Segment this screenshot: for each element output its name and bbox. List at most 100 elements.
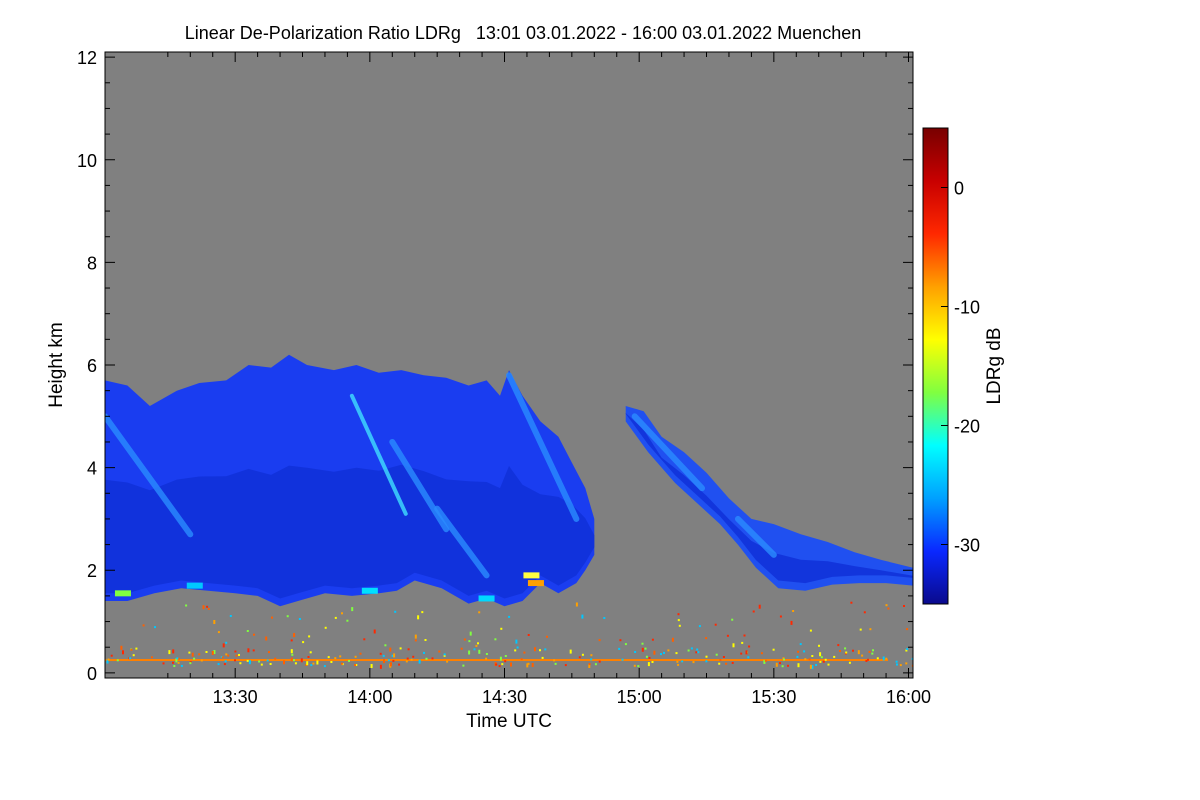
noise-speckle xyxy=(896,663,898,666)
noise-speckle xyxy=(310,664,313,667)
noise-speckle xyxy=(887,607,890,610)
fall-streak xyxy=(506,372,580,522)
noise-speckle xyxy=(217,631,220,634)
noise-speckle xyxy=(258,660,261,663)
noise-speckle xyxy=(869,628,872,631)
noise-speckle xyxy=(290,649,293,654)
noise-speckle xyxy=(462,664,465,667)
noise-speckle xyxy=(495,663,498,666)
noise-speckle xyxy=(732,643,735,648)
noise-speckle xyxy=(510,662,512,667)
noise-speckle xyxy=(443,654,446,657)
noise-speckle xyxy=(696,648,699,651)
noise-speckle xyxy=(719,659,722,661)
noise-speckle xyxy=(417,615,420,620)
noise-speckle xyxy=(783,658,785,661)
noise-speckle xyxy=(804,658,807,661)
noise-speckle xyxy=(176,657,179,660)
noise-speckle xyxy=(499,656,502,661)
noise-speckle xyxy=(581,614,584,619)
noise-speckle xyxy=(852,649,854,652)
noise-speckle xyxy=(763,659,766,664)
noise-speckle xyxy=(911,664,913,667)
noise-speckle xyxy=(644,647,647,650)
x-tick-label: 13:30 xyxy=(213,687,258,707)
noise-speckle xyxy=(819,652,822,657)
noise-speckle xyxy=(863,611,866,614)
noise-speckle xyxy=(906,628,909,631)
noise-speckle xyxy=(861,654,864,657)
noise-speckle xyxy=(618,647,621,650)
noise-speckle xyxy=(135,647,138,650)
noise-speckle xyxy=(443,653,446,656)
noise-speckle xyxy=(478,649,481,654)
noise-speckle xyxy=(211,651,214,655)
noise-speckle xyxy=(681,660,684,663)
noise-speckle xyxy=(541,656,544,659)
noise-speckle xyxy=(819,660,822,663)
colorbar-label: LDRg dB xyxy=(984,327,1005,404)
noise-speckle xyxy=(246,630,249,632)
colorbar-tick-label: -30 xyxy=(954,536,980,556)
noise-speckle xyxy=(531,663,534,667)
noise-speckle xyxy=(811,665,814,670)
noise-speckle xyxy=(269,663,272,665)
noise-speckle xyxy=(705,660,708,663)
noise-speckle xyxy=(477,642,479,645)
noise-speckle xyxy=(162,662,165,665)
base-highlight xyxy=(523,572,540,579)
noise-speckle xyxy=(803,650,806,653)
noise-speckle xyxy=(286,615,289,618)
noise-speckle xyxy=(418,659,421,664)
noise-speckle xyxy=(175,658,178,663)
noise-speckle xyxy=(634,651,637,653)
noise-speckle xyxy=(645,655,648,658)
noise-speckle xyxy=(116,659,119,662)
noise-speckle xyxy=(387,659,390,662)
noise-speckle xyxy=(663,651,665,654)
noise-speckle xyxy=(677,613,680,616)
noise-speckle xyxy=(292,659,295,662)
y-tick-label: 8 xyxy=(87,253,97,273)
noise-speckle xyxy=(225,641,228,644)
noise-speckle xyxy=(905,649,908,652)
noise-speckle xyxy=(370,664,373,668)
noise-speckle xyxy=(692,661,695,664)
noise-speckle xyxy=(142,624,145,627)
noise-speckle xyxy=(539,649,541,652)
noise-speckle xyxy=(248,660,251,665)
noise-speckle xyxy=(722,656,725,658)
noise-speckle xyxy=(676,660,679,663)
noise-speckle xyxy=(274,657,277,660)
noise-speckle xyxy=(379,652,382,655)
noise-speckle xyxy=(234,650,237,653)
noise-speckle xyxy=(406,657,409,660)
noise-speckle xyxy=(330,661,333,663)
noise-speckle xyxy=(859,628,862,631)
noise-speckle xyxy=(234,659,236,662)
noise-speckle xyxy=(341,612,343,615)
noise-speckle xyxy=(790,620,793,625)
noise-speckle xyxy=(752,610,755,613)
noise-speckle xyxy=(725,662,728,665)
noise-speckle xyxy=(266,659,269,662)
noise-speckle xyxy=(268,651,270,654)
noise-speckle xyxy=(581,653,584,656)
noise-speckle xyxy=(782,657,785,660)
noise-speckle xyxy=(815,664,818,666)
noise-speckle xyxy=(222,643,225,648)
noise-speckle xyxy=(705,655,708,658)
noise-speckle xyxy=(905,662,908,665)
colorbar-tick-label: 0 xyxy=(954,179,964,199)
noise-speckle xyxy=(290,639,293,642)
noise-speckle xyxy=(253,633,255,636)
noise-speckle xyxy=(446,660,449,663)
noise-speckle xyxy=(291,653,294,656)
noise-speckle xyxy=(198,653,201,656)
cloud-layers xyxy=(105,354,913,607)
noise-speckle xyxy=(822,660,825,663)
noise-speckle xyxy=(309,651,312,654)
base-highlight xyxy=(361,587,378,594)
noise-speckle xyxy=(523,651,526,654)
noise-speckle xyxy=(740,652,743,655)
